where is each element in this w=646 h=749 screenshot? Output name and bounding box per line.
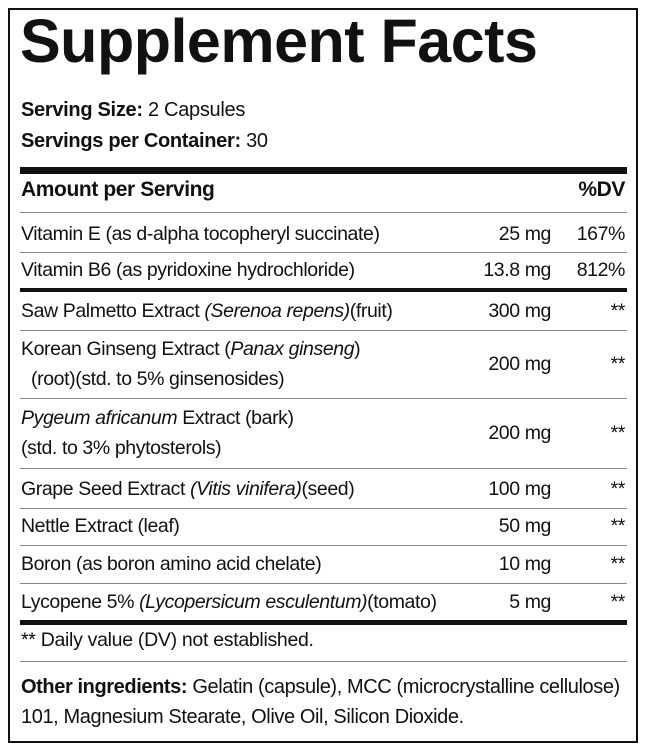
- ingredient-dv: **: [610, 515, 626, 537]
- ingredient-amount: 25 mg: [498, 223, 552, 245]
- divider: [20, 398, 627, 399]
- ingredient-dv: **: [610, 422, 626, 444]
- ingredient-amount: 50 mg: [498, 515, 552, 537]
- ingredient-name: Vitamin B6 (as pyridoxine hydrochloride): [21, 259, 355, 281]
- ingredient-amount: 5 mg: [509, 591, 551, 613]
- ingredient-name: Grape Seed Extract (Vitis vinifera)(seed…: [21, 478, 355, 500]
- divider: [20, 252, 627, 253]
- divider: [20, 583, 627, 584]
- ingredient-name: Nettle Extract (leaf): [21, 515, 180, 537]
- ingredient-dv: **: [610, 553, 626, 575]
- ingredient-name: Lycopene 5% (Lycopersicum esculentum)(to…: [21, 591, 437, 613]
- servings-per-container-label: Servings per Container:: [21, 130, 241, 152]
- ingredient-amount: 200 mg: [488, 353, 551, 375]
- ingredient-name: Pygeum africanum Extract (bark) (std. to …: [21, 407, 294, 459]
- ingredient-name: Korean Ginseng Extract (Panax ginseng) (…: [21, 338, 361, 390]
- servings-per-container: Servings per Container: 30: [21, 130, 268, 153]
- ingredient-name: Saw Palmetto Extract (Serenoa repens)(fr…: [21, 300, 393, 322]
- serving-size: Serving Size: 2 Capsules: [21, 99, 245, 122]
- other-ingredients-text: Gelatin (capsule), MCC (microcrystalline…: [21, 676, 620, 728]
- dv-header: %DV: [578, 178, 625, 201]
- label-frame: [8, 8, 638, 743]
- serving-size-label: Serving Size:: [21, 99, 143, 121]
- servings-per-container-value: 30: [246, 130, 268, 152]
- header-row: Amount per Serving %DV: [21, 175, 625, 205]
- thick-divider: [20, 167, 627, 174]
- medium-divider: [20, 288, 627, 292]
- other-ingredients: Other ingredients: Gelatin (capsule), MC…: [21, 672, 625, 732]
- serving-size-value: 2 Capsules: [147, 99, 246, 121]
- divider: [20, 508, 627, 509]
- other-ingredients-label: Other ingredients:: [21, 676, 188, 698]
- ingredient-amount: 100 mg: [488, 478, 551, 500]
- ingredient-dv: 167%: [576, 223, 626, 245]
- divider: [20, 212, 627, 213]
- ingredient-amount: 10 mg: [498, 553, 552, 575]
- divider: [20, 661, 627, 662]
- ingredient-amount: 200 mg: [488, 422, 551, 444]
- footnote: ** Daily value (DV) not established.: [21, 629, 314, 651]
- ingredient-amount: 13.8 mg: [483, 259, 551, 281]
- ingredient-name: Vitamin E (as d-alpha tocopheryl succina…: [21, 223, 380, 245]
- amount-per-serving-header: Amount per Serving: [21, 178, 215, 201]
- medium-divider: [20, 620, 627, 625]
- divider: [20, 468, 627, 469]
- ingredient-dv: 812%: [576, 259, 626, 281]
- ingredient-dv: **: [610, 353, 626, 375]
- ingredient-dv: **: [610, 300, 626, 322]
- ingredient-name: Boron (as boron amino acid chelate): [21, 553, 322, 575]
- divider: [20, 545, 627, 546]
- ingredient-dv: **: [610, 478, 626, 500]
- ingredient-dv: **: [610, 591, 626, 613]
- ingredient-amount: 300 mg: [488, 300, 551, 322]
- label-title: Supplement Facts: [20, 7, 538, 75]
- divider: [20, 330, 627, 331]
